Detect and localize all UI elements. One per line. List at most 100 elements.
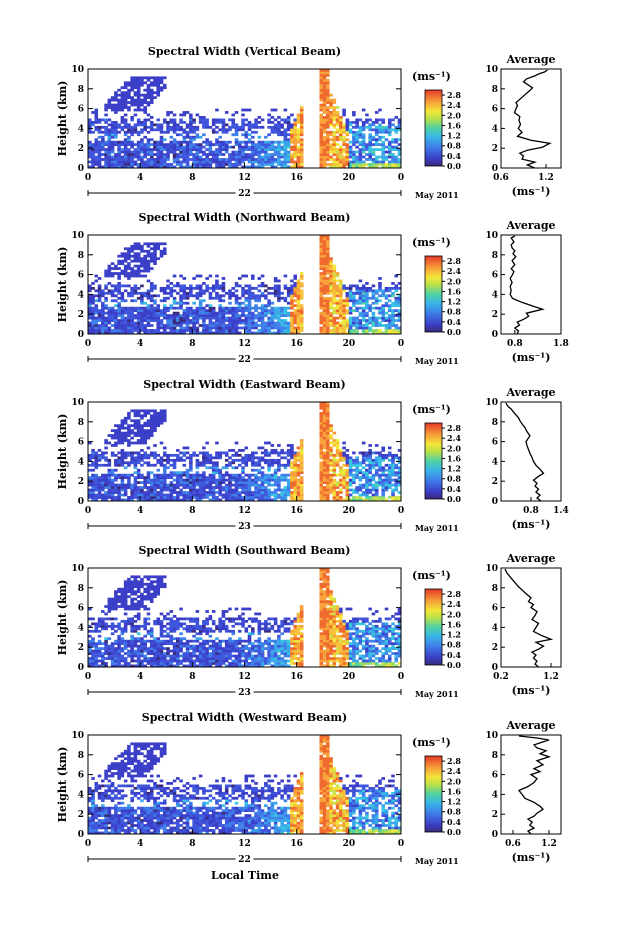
heatmap-cell bbox=[153, 160, 157, 164]
heatmap-cell bbox=[326, 314, 330, 317]
heatmap-cell bbox=[342, 471, 346, 475]
heatmap-cell bbox=[97, 128, 102, 132]
heatmap-cell bbox=[136, 496, 141, 499]
heatmap-cell bbox=[329, 267, 333, 270]
heatmap-cell bbox=[391, 331, 395, 335]
heatmap-cell bbox=[195, 286, 200, 290]
heatmap-cell bbox=[319, 153, 324, 156]
heatmap-cell bbox=[371, 123, 376, 127]
heatmap-cell bbox=[162, 498, 167, 502]
heatmap-cell bbox=[391, 498, 395, 502]
heatmap-cell bbox=[391, 311, 395, 315]
heatmap-cell bbox=[352, 316, 356, 320]
heatmap-cell bbox=[215, 451, 219, 455]
heatmap-cell bbox=[299, 319, 304, 322]
heatmap-cell bbox=[241, 486, 245, 489]
heatmap-cell bbox=[127, 481, 131, 484]
heatmap-cell bbox=[133, 476, 138, 480]
heatmap-cell bbox=[296, 279, 301, 283]
heatmap-cell bbox=[136, 140, 141, 144]
heatmap-cell bbox=[387, 324, 392, 327]
heatmap-cell bbox=[185, 471, 190, 475]
heatmap-cell bbox=[215, 496, 219, 499]
heatmap-cell bbox=[361, 289, 366, 293]
heatmap-cell bbox=[257, 150, 262, 154]
heatmap-cell bbox=[319, 488, 324, 492]
heatmap-cell bbox=[140, 436, 144, 440]
heatmap-cell bbox=[361, 476, 366, 480]
heatmap-cell bbox=[277, 444, 281, 447]
heatmap-cell bbox=[182, 498, 187, 502]
heatmap-cell bbox=[123, 316, 128, 320]
heatmap-cell bbox=[159, 143, 164, 147]
heatmap-cell bbox=[110, 96, 115, 99]
heatmap-cell bbox=[182, 314, 187, 317]
heatmap-cell bbox=[140, 449, 144, 452]
average-y-tick-label: 4 bbox=[492, 290, 498, 300]
heatmap-cell bbox=[339, 306, 343, 310]
heatmap-cell bbox=[348, 291, 353, 295]
heatmap-cell bbox=[251, 143, 255, 147]
heatmap-cell bbox=[169, 148, 174, 151]
heatmap-cell bbox=[381, 291, 385, 295]
heatmap-cell bbox=[273, 451, 278, 455]
heatmap-cell bbox=[205, 451, 209, 455]
heatmap-cell bbox=[176, 329, 180, 332]
heatmap-cell bbox=[215, 282, 219, 285]
heatmap-cell bbox=[335, 155, 340, 159]
heatmap-cell bbox=[156, 76, 161, 80]
heatmap-cell bbox=[329, 301, 333, 305]
heatmap-cell bbox=[208, 331, 213, 335]
heatmap-cell bbox=[322, 314, 327, 317]
heatmap-cell bbox=[88, 488, 92, 492]
heatmap-cell bbox=[332, 431, 337, 435]
heatmap-cell bbox=[352, 130, 356, 134]
x-tick-label: 0 bbox=[398, 339, 404, 349]
heatmap-cell bbox=[244, 304, 249, 308]
heatmap-cell bbox=[319, 145, 324, 149]
heatmap-cell bbox=[277, 158, 281, 161]
heatmap-cell bbox=[130, 254, 134, 258]
heatmap-cell bbox=[244, 314, 249, 317]
heatmap-cell bbox=[247, 478, 252, 482]
heatmap-cell bbox=[319, 402, 324, 405]
heatmap-cell bbox=[130, 483, 134, 487]
heatmap-cell bbox=[104, 158, 108, 161]
heatmap-cell bbox=[361, 155, 366, 159]
heatmap-cell bbox=[172, 165, 177, 169]
heatmap-cell bbox=[166, 296, 170, 300]
heatmap-cell bbox=[162, 296, 167, 300]
heatmap-cell bbox=[156, 143, 161, 147]
heatmap-cell bbox=[391, 478, 395, 482]
heatmap-cell bbox=[293, 140, 297, 144]
heatmap-cell bbox=[335, 138, 340, 142]
heatmap-cell bbox=[202, 282, 206, 285]
heatmap-cell bbox=[244, 309, 249, 313]
heatmap-cell bbox=[172, 120, 177, 124]
heatmap-cell bbox=[368, 316, 372, 320]
heatmap-cell bbox=[387, 125, 392, 129]
heatmap-cell bbox=[218, 498, 222, 502]
heatmap-cell bbox=[198, 316, 203, 320]
heatmap-cell bbox=[88, 165, 92, 169]
heatmap-cell bbox=[391, 493, 395, 497]
heatmap-cell bbox=[189, 150, 193, 154]
heatmap-cell bbox=[241, 491, 245, 494]
heatmap-cell bbox=[391, 160, 395, 164]
heatmap-cell bbox=[123, 498, 128, 502]
heatmap-cell bbox=[195, 306, 200, 310]
heatmap-cell bbox=[319, 476, 324, 480]
heatmap-cell bbox=[342, 473, 346, 477]
heatmap-cell bbox=[91, 486, 95, 489]
heatmap-cell bbox=[361, 461, 366, 465]
heatmap-cell bbox=[387, 326, 392, 330]
heatmap-cell bbox=[117, 259, 121, 263]
heatmap-cell bbox=[91, 329, 95, 332]
heatmap-cell bbox=[322, 143, 327, 147]
heatmap-cell bbox=[254, 473, 258, 477]
heatmap-cell bbox=[339, 286, 343, 290]
heatmap-cell bbox=[176, 145, 180, 149]
heatmap-cell bbox=[215, 153, 219, 156]
heatmap-cell bbox=[339, 483, 343, 487]
heatmap-cell bbox=[335, 481, 340, 484]
